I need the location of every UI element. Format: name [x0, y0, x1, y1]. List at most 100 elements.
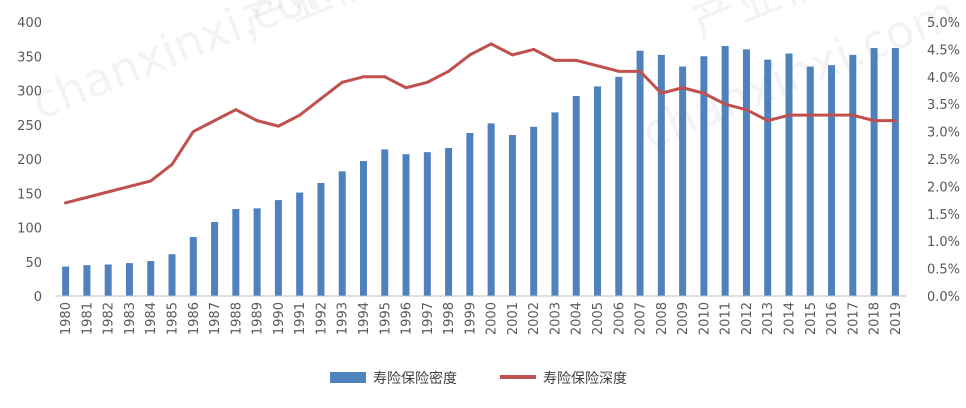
- x-tick-label: 2015: [804, 302, 819, 335]
- legend-swatch-bar: [330, 372, 366, 383]
- bar-1982: [104, 264, 112, 296]
- bar-2007: [636, 50, 644, 296]
- x-tick-label: 1982: [102, 302, 117, 335]
- line-point-2000: [489, 42, 493, 46]
- depth-line: [64, 42, 897, 205]
- line-point-1995: [383, 75, 387, 79]
- x-tick-label: 2012: [740, 302, 755, 335]
- line-point-2014: [787, 113, 791, 117]
- bar-1991: [296, 192, 304, 296]
- bar-2012: [742, 49, 750, 297]
- line-point-1985: [170, 162, 174, 166]
- y-right-tick-label: 4.0%: [927, 71, 960, 86]
- x-tick-label: 1987: [208, 302, 223, 335]
- bar-2006: [615, 76, 623, 296]
- line-point-2005: [596, 64, 600, 68]
- line-point-1998: [447, 69, 451, 73]
- y-right-tick-label: 0.5%: [927, 263, 960, 278]
- bar-1980: [62, 266, 70, 296]
- line-point-1991: [298, 113, 302, 117]
- bar-2010: [700, 56, 708, 296]
- x-tick-label: 2006: [612, 302, 627, 335]
- line-point-2015: [808, 113, 812, 117]
- line-point-1981: [85, 195, 89, 199]
- bar-series: [62, 45, 899, 297]
- line-point-1980: [64, 201, 68, 205]
- y-right-tick-label: 2.0%: [927, 180, 960, 195]
- x-tick-label: 2019: [889, 302, 904, 335]
- bar-1998: [445, 148, 453, 296]
- line-point-2004: [574, 58, 578, 62]
- bar-2003: [551, 112, 559, 296]
- line-point-1986: [191, 130, 195, 134]
- bar-2013: [764, 59, 772, 296]
- bar-1993: [338, 171, 346, 296]
- bar-2015: [806, 66, 814, 296]
- x-tick-label: 1998: [442, 302, 457, 335]
- line-point-1990: [276, 124, 280, 128]
- line-point-2013: [766, 119, 770, 123]
- legend-label-bar: 寿险保险密度: [373, 370, 457, 387]
- bar-2005: [594, 86, 602, 296]
- line-point-2003: [553, 58, 557, 62]
- x-tick-label: 1988: [229, 302, 244, 335]
- x-tick-label: 2009: [676, 302, 691, 335]
- x-tick-label: 2017: [846, 302, 861, 335]
- x-tick-label: 1994: [357, 302, 372, 335]
- bar-2008: [657, 54, 665, 296]
- x-tick-label: 2004: [570, 302, 585, 335]
- x-tick-label: 2002: [527, 302, 542, 335]
- line-point-1993: [340, 80, 344, 84]
- bar-2004: [572, 95, 580, 296]
- x-tick-label: 2001: [506, 302, 521, 335]
- x-tick-label: 2005: [591, 302, 606, 335]
- y-right-tick-label: 2.5%: [927, 153, 960, 168]
- y-left-tick-label: 100: [17, 222, 42, 237]
- x-tick-label: 2014: [782, 302, 797, 335]
- line-point-1997: [425, 80, 429, 84]
- y-left-tick-label: 0: [34, 290, 42, 305]
- x-tick-label: 2011: [719, 302, 734, 335]
- bar-2017: [849, 54, 857, 296]
- bar-1990: [274, 200, 282, 296]
- line-point-2008: [659, 91, 663, 95]
- y-axis-left: 0 50 100 150 200 250 300 350 400: [17, 16, 42, 305]
- line-point-1983: [127, 184, 131, 188]
- x-tick-label: 2008: [655, 302, 670, 335]
- line-point-2002: [532, 47, 536, 51]
- x-tick-label: 2016: [825, 302, 840, 335]
- bar-1996: [402, 154, 410, 296]
- x-tick-label: 1980: [59, 302, 74, 335]
- x-tick-label: 1992: [314, 302, 329, 335]
- x-tick-label: 2010: [697, 302, 712, 335]
- bar-1988: [232, 209, 240, 296]
- y-left-tick-label: 350: [17, 50, 42, 65]
- y-right-tick-label: 0.0%: [927, 290, 960, 305]
- y-left-tick-label: 300: [17, 85, 42, 100]
- x-tick-label: 1990: [272, 302, 287, 335]
- bar-2000: [487, 123, 495, 296]
- y-left-tick-label: 400: [17, 16, 42, 31]
- line-point-2010: [702, 91, 706, 95]
- line-point-2017: [851, 113, 855, 117]
- x-tick-label: 1996: [400, 302, 415, 335]
- line-point-2018: [872, 119, 876, 123]
- x-axis: 1980 1981 1982 1983 1984 1985 1986 1987 1988 1989…: [59, 302, 904, 335]
- line-point-1988: [234, 108, 238, 112]
- bar-1989: [253, 208, 261, 296]
- bar-2002: [530, 126, 538, 296]
- line-point-2009: [681, 86, 685, 90]
- line-point-2007: [638, 69, 642, 73]
- bar-2019: [891, 48, 899, 296]
- y-right-tick-label: 4.5%: [927, 43, 960, 58]
- x-tick-label: 2003: [548, 302, 563, 335]
- y-left-tick-label: 200: [17, 153, 42, 168]
- x-tick-label: 1999: [463, 302, 478, 335]
- y-right-tick-label: 1.0%: [927, 235, 960, 250]
- legend-label-line: 寿险保险深度: [543, 370, 627, 387]
- line-point-1992: [319, 97, 323, 101]
- line-point-1994: [361, 75, 365, 79]
- line-point-1987: [213, 119, 217, 123]
- bar-2016: [828, 65, 836, 296]
- bar-1999: [466, 132, 474, 296]
